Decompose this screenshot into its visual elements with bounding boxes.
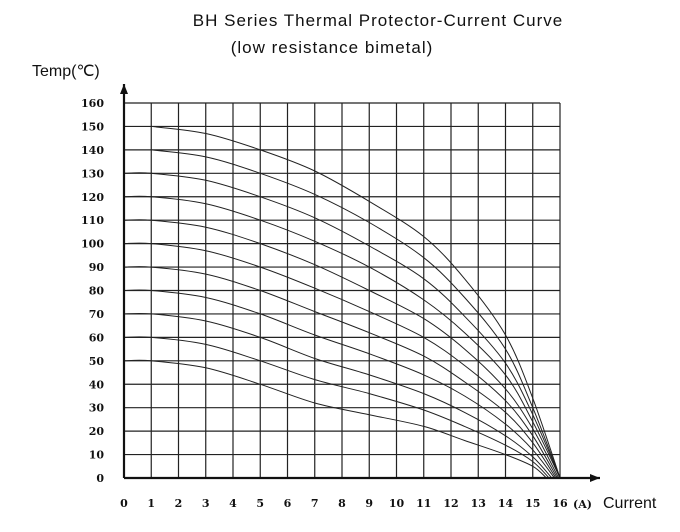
x-tick-label: 9 [365,497,373,510]
series-line [123,336,550,479]
y-tick-label: 80 [89,285,105,298]
y-tick-label: 50 [89,355,105,368]
tick-labels: 0 1 2 3 4 5 6 7 8 9 10 11 12 13 14 15 160102030405060708… [81,97,568,510]
chart-title: BH Series Thermal Protector-Current Curv… [193,11,563,30]
x-tick-label: 10 [389,497,405,510]
series-line [123,195,561,479]
series-line [123,359,547,479]
x-axis-unit: (A) [573,498,592,511]
y-tick-label: 70 [89,308,105,321]
y-tick-label: 30 [89,402,105,415]
x-tick-label: 11 [416,497,431,510]
y-tick-label: 60 [89,331,105,344]
y-tick-label: 140 [81,144,104,157]
x-tick-label: 5 [256,497,264,510]
x-axis-label: Current [603,495,657,512]
y-tick-label: 0 [96,472,104,485]
x-tick-label: 8 [338,497,346,510]
y-tick-label: 150 [81,120,104,133]
x-tick-label: 16 [552,497,568,510]
series-line [123,219,560,479]
y-tick-label: 130 [81,167,104,180]
axes [120,84,600,482]
y-axis-arrow [120,84,128,94]
series-line [151,125,561,479]
y-tick-label: 160 [81,97,104,110]
x-axis-arrow [590,474,600,482]
x-tick-label: 2 [175,497,183,510]
y-tick-label: 20 [89,425,105,438]
y-tick-label: 40 [89,378,105,391]
x-tick-label: 1 [147,497,155,510]
y-tick-label: 90 [89,261,105,274]
series-line [123,172,561,479]
chart-subtitle: (low resistance bimetal) [231,38,434,57]
x-tick-label: 14 [498,497,514,510]
x-tick-label: 15 [525,497,540,510]
series-line [151,149,561,479]
y-tick-label: 10 [89,449,105,462]
curves [123,125,561,479]
x-tick-label: 4 [229,497,237,510]
y-tick-label: 120 [81,191,104,204]
x-tick-label: 12 [443,497,458,510]
x-tick-label: 13 [471,497,486,510]
series-line [123,242,558,479]
x-tick-label: 3 [202,497,210,510]
series-line [123,289,555,479]
x-tick-label: 7 [311,497,319,510]
y-tick-label: 110 [81,214,104,227]
x-tick-label: 6 [284,497,292,510]
series-line [123,266,557,479]
y-axis-label: Temp(℃) [32,63,100,80]
y-tick-label: 100 [81,238,104,251]
grid [124,102,561,478]
x-tick-label: 0 [120,497,128,510]
series-line [123,312,553,479]
